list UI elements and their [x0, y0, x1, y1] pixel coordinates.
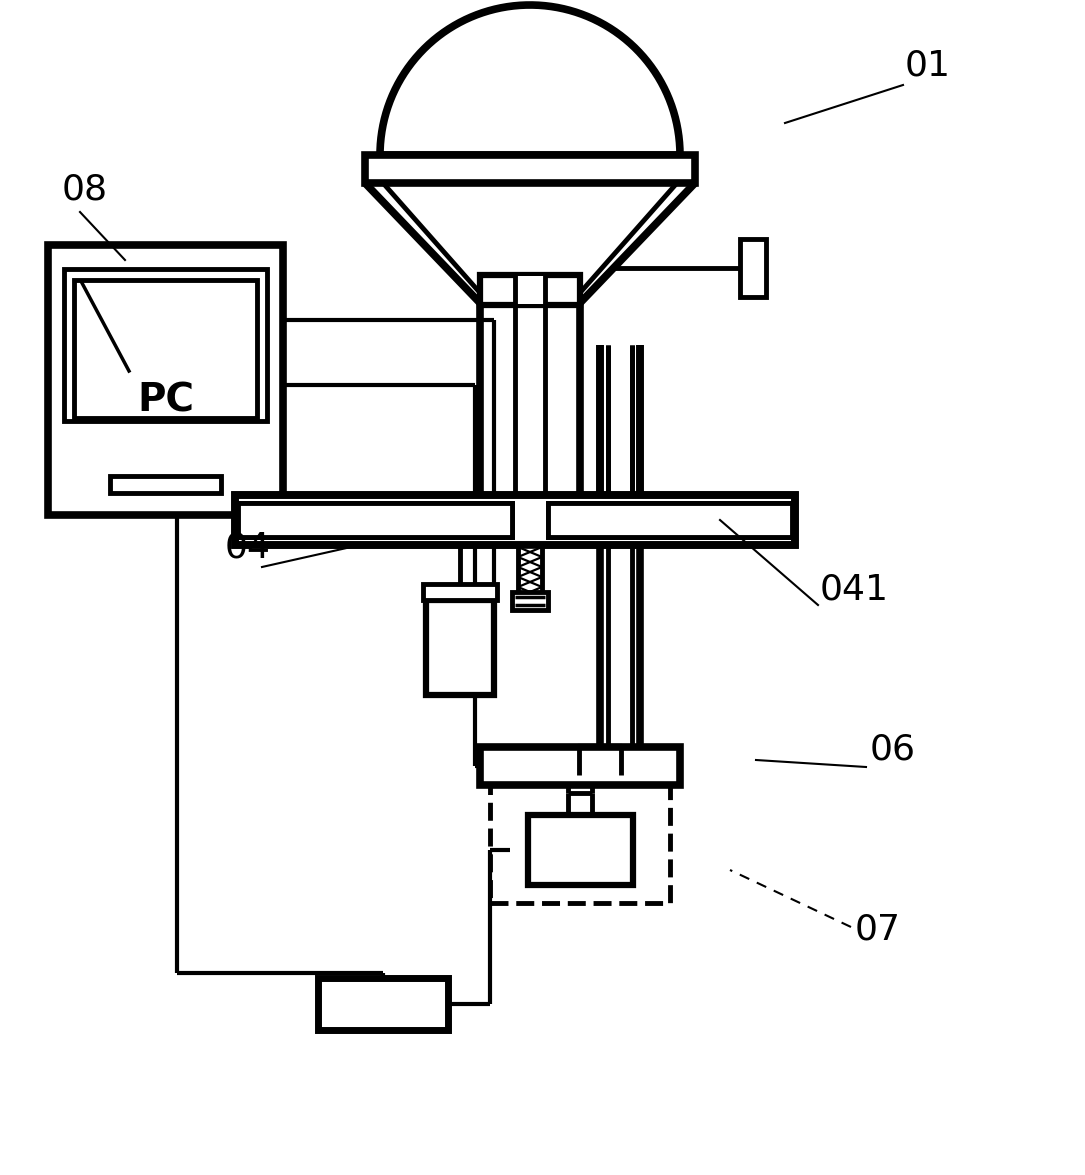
- FancyBboxPatch shape: [48, 246, 283, 515]
- FancyBboxPatch shape: [426, 600, 494, 694]
- FancyBboxPatch shape: [740, 239, 766, 297]
- Text: 08: 08: [62, 173, 108, 207]
- FancyBboxPatch shape: [238, 503, 512, 537]
- FancyBboxPatch shape: [550, 504, 790, 536]
- FancyBboxPatch shape: [548, 503, 792, 537]
- FancyBboxPatch shape: [240, 504, 510, 536]
- FancyBboxPatch shape: [516, 548, 542, 605]
- FancyBboxPatch shape: [548, 503, 792, 537]
- Text: 07: 07: [855, 913, 901, 947]
- Text: PC: PC: [137, 381, 194, 419]
- FancyBboxPatch shape: [515, 597, 545, 605]
- Text: 01: 01: [905, 48, 950, 82]
- FancyBboxPatch shape: [238, 503, 512, 537]
- FancyBboxPatch shape: [74, 280, 257, 418]
- FancyBboxPatch shape: [318, 978, 448, 1030]
- Text: 06: 06: [870, 733, 916, 767]
- FancyBboxPatch shape: [480, 275, 580, 306]
- FancyBboxPatch shape: [235, 495, 795, 545]
- Text: 041: 041: [820, 573, 889, 607]
- FancyBboxPatch shape: [580, 747, 620, 776]
- FancyBboxPatch shape: [515, 276, 545, 304]
- FancyBboxPatch shape: [111, 476, 220, 494]
- Text: 04: 04: [225, 531, 271, 565]
- FancyBboxPatch shape: [365, 155, 695, 183]
- FancyBboxPatch shape: [512, 592, 548, 610]
- FancyBboxPatch shape: [64, 269, 267, 421]
- FancyBboxPatch shape: [527, 815, 633, 885]
- FancyBboxPatch shape: [480, 747, 680, 785]
- FancyBboxPatch shape: [423, 584, 497, 600]
- FancyBboxPatch shape: [490, 776, 671, 904]
